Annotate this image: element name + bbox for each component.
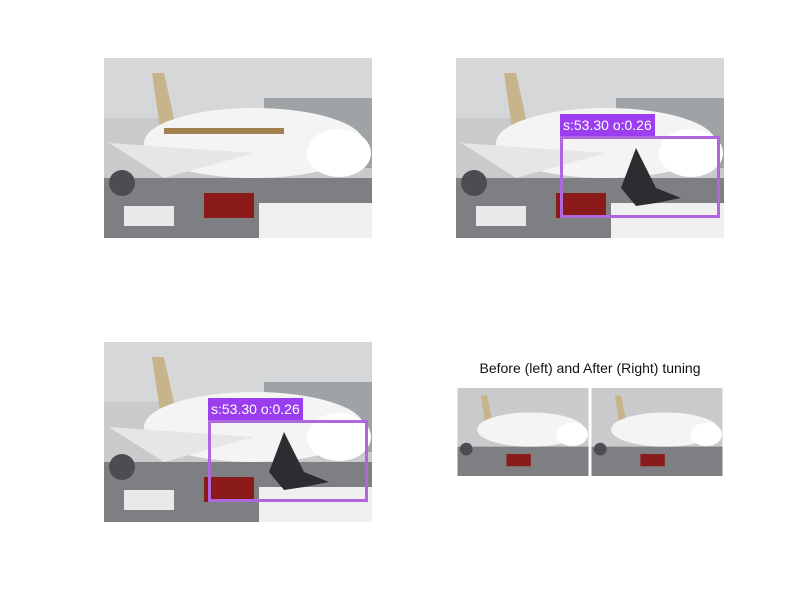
- detection-box: [560, 136, 720, 218]
- photo-with-detection-top: s:53.30 o:0.26: [456, 58, 724, 238]
- comparison-title: Before (left) and After (Right) tuning: [479, 360, 701, 376]
- airplane-photo: [104, 342, 372, 522]
- comparison-strip: [456, 388, 724, 476]
- detection-box: [208, 420, 368, 502]
- detection-score-label: s:53.30 o:0.26: [560, 114, 655, 136]
- before-tuning-photo: [456, 388, 590, 476]
- after-tuning-photo: [590, 388, 724, 476]
- detection-score-label: s:53.30 o:0.26: [208, 398, 303, 420]
- airplane-photo: [456, 58, 724, 238]
- photo-original: [104, 58, 372, 238]
- airplane-photo: [104, 58, 372, 238]
- photo-with-detection-bottom: s:53.30 o:0.26: [104, 342, 372, 522]
